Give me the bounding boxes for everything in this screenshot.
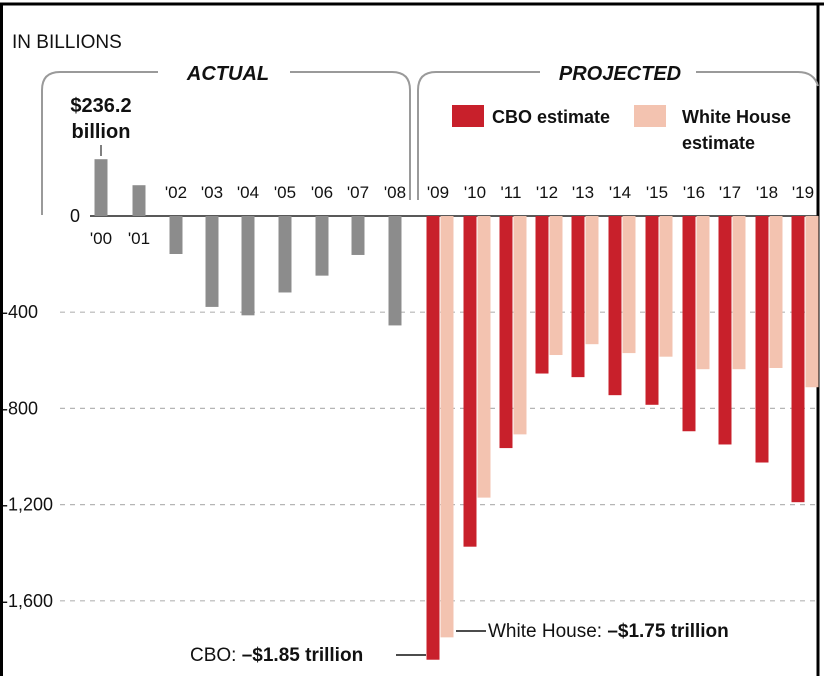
white-house-bar: [805, 216, 819, 388]
x-tick-label: '19: [792, 183, 814, 202]
actual-bar: [241, 216, 255, 316]
white-house-bar: [477, 216, 491, 498]
y-tick-label: -1,200: [2, 495, 53, 515]
cbo-bar: [682, 216, 696, 432]
x-tick-label: '08: [384, 183, 406, 202]
y-tick-label: -400: [2, 302, 38, 322]
actual-bar: [205, 216, 219, 307]
y-tick-label: -1,600: [2, 591, 53, 611]
y-tick-label: -800: [2, 398, 38, 418]
peak-annotation-unit: billion: [72, 121, 131, 143]
x-tick-label: '06: [311, 183, 333, 202]
units-label: IN BILLIONS: [12, 32, 122, 53]
legend-swatch-white-house: [634, 105, 666, 127]
x-tick-label: '10: [464, 183, 486, 202]
legend-swatch-cbo: [452, 105, 484, 127]
actual-bar: [388, 216, 402, 326]
cbo-bar: [645, 216, 659, 405]
projected-bracket: [417, 71, 819, 200]
actual-bar: [94, 159, 108, 216]
cbo-low-annotation: CBO: –$1.85 trillion: [190, 645, 363, 666]
cbo-bar: [463, 216, 477, 547]
x-tick-label: '00: [90, 229, 112, 248]
white-house-bar: [622, 216, 636, 354]
white-house-bar: [769, 216, 783, 368]
actual-bar: [315, 216, 329, 276]
actual-bracket: [41, 71, 411, 215]
legend-label-white-house: White House estimate: [682, 107, 796, 153]
wh-low-annotation: White House: –$1.75 trillion: [488, 621, 729, 642]
x-tick-label: '05: [274, 183, 296, 202]
cbo-bar: [426, 216, 440, 660]
cbo-bar: [499, 216, 513, 449]
x-tick-label: '12: [536, 183, 558, 202]
white-house-bar: [440, 216, 454, 638]
actual-bar: [169, 216, 183, 254]
white-house-bar: [549, 216, 563, 356]
actual-bar: [132, 185, 146, 216]
y-tick-label: 0: [70, 206, 80, 226]
white-house-bar: [513, 216, 527, 435]
x-tick-label: '09: [427, 183, 449, 202]
x-tick-label: '14: [609, 183, 631, 202]
x-tick-label: '18: [756, 183, 778, 202]
actual-bar: [351, 216, 365, 255]
x-tick-label: '13: [572, 183, 594, 202]
x-tick-label: '17: [719, 183, 741, 202]
peak-annotation-value: $236.2: [70, 95, 131, 117]
x-tick-label: '07: [347, 183, 369, 202]
x-tick-label: '16: [683, 183, 705, 202]
actual-bar: [278, 216, 292, 293]
cbo-bar: [608, 216, 622, 396]
actual-section-label: ACTUAL: [186, 63, 269, 85]
x-tick-label: '04: [237, 183, 259, 202]
x-tick-label: '02: [165, 183, 187, 202]
white-house-bar: [696, 216, 710, 370]
cbo-bar: [755, 216, 769, 463]
x-tick-label: '11: [501, 183, 522, 202]
cbo-bar: [791, 216, 805, 503]
x-tick-label: '03: [201, 183, 223, 202]
white-house-bar: [659, 216, 673, 357]
white-house-bar: [585, 216, 599, 345]
x-tick-label: '15: [646, 183, 668, 202]
projected-section-label: PROJECTED: [559, 63, 681, 85]
legend-label-cbo: CBO estimate: [492, 107, 610, 127]
cbo-bar: [535, 216, 549, 374]
white-house-bar: [732, 216, 746, 370]
x-tick-label: '01: [128, 229, 150, 248]
cbo-bar: [571, 216, 585, 378]
cbo-bar: [718, 216, 732, 445]
